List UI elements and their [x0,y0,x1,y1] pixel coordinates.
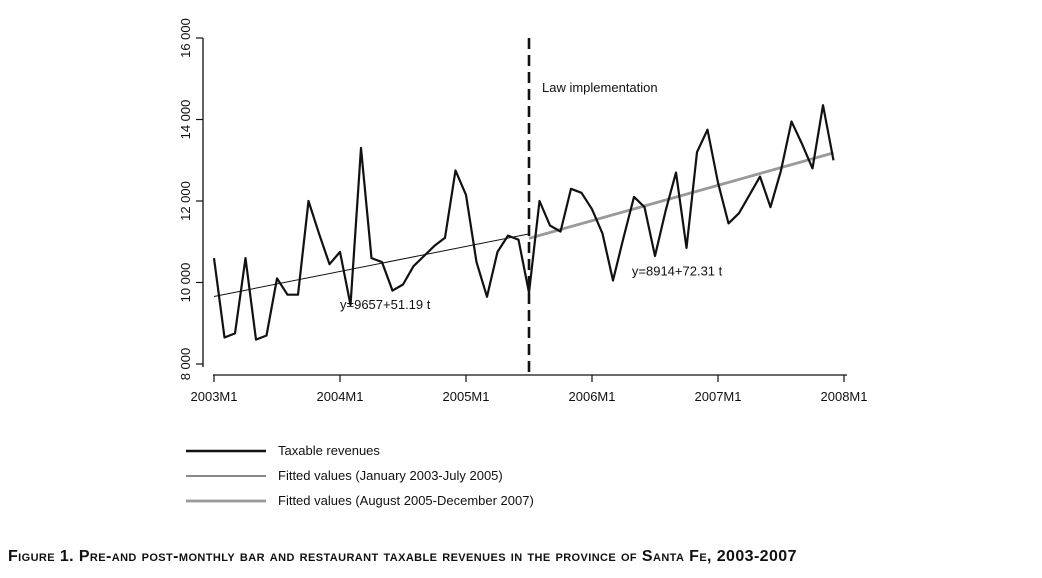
series-line-fitted-post [528,151,834,240]
x-tick-label: 2007M1 [695,389,742,404]
x-tick-label: 2008M1 [821,389,868,404]
legend: Taxable revenues Fitted values (January … [186,443,534,508]
axes: 8 000 10 000 12 000 14 000 16 000 2003M1 2004… [178,18,867,404]
law-implementation-label: Law implementation [542,80,658,95]
y-tick-label: 14 000 [178,100,193,140]
legend-label-fitted-post: Fitted values (August 2005-December 2007… [278,493,534,508]
x-ticks: 2003M1 2004M1 2005M1 2006M1 2007M1 2008M1 [191,375,868,404]
y-ticks: 8 000 10 000 12 000 14 000 16 000 [178,18,203,380]
equation-pre-label: y=9657+51.19 t [340,297,431,312]
y-tick-label: 12 000 [178,181,193,221]
legend-label-fitted-pre: Fitted values (January 2003-July 2005) [278,468,503,483]
figure-caption: Figure 1. Pre-and post-monthly bar and r… [8,548,797,565]
series-line-fitted-pre [213,233,530,297]
legend-label-taxable-revenues: Taxable revenues [278,443,380,458]
equation-post-label: y=8914+72.31 t [632,264,723,279]
x-tick-label: 2006M1 [569,389,616,404]
y-tick-label: 8 000 [178,348,193,381]
y-tick-label: 16 000 [178,18,193,58]
x-tick-label: 2003M1 [191,389,238,404]
x-tick-label: 2004M1 [317,389,364,404]
y-tick-label: 10 000 [178,263,193,303]
chart: 8 000 10 000 12 000 14 000 16 000 2003M1 2004… [178,18,867,508]
series-line-taxable-revenues [212,104,835,341]
plot-area: Law implementation y=9657+51.19 t y=8914+7… [212,38,835,375]
x-tick-label: 2005M1 [443,389,490,404]
